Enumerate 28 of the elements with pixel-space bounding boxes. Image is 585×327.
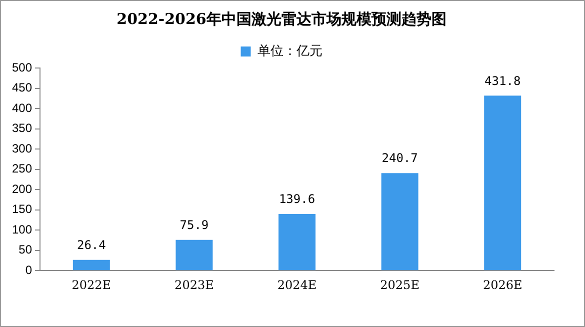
y-tick-label: 50 bbox=[18, 242, 32, 257]
x-tick-label: 2024E bbox=[277, 278, 317, 292]
data-label: 139.6 bbox=[278, 192, 316, 206]
y-tick-label: 0 bbox=[25, 262, 32, 277]
y-tick-label: 150 bbox=[12, 202, 32, 216]
data-label: 75.9 bbox=[180, 218, 209, 232]
y-tick-label: 500 bbox=[12, 60, 32, 74]
data-label: 431.8 bbox=[484, 74, 521, 88]
y-tick-label: 300 bbox=[12, 141, 32, 156]
y-tick-label: 250 bbox=[12, 162, 32, 176]
y-tick-label: 450 bbox=[12, 80, 32, 95]
legend-label: 单位：亿元 bbox=[257, 43, 322, 58]
bar bbox=[484, 96, 522, 270]
x-tick-label: 2023E bbox=[174, 278, 214, 292]
y-tick-label: 200 bbox=[12, 182, 32, 196]
y-tick-label: 400 bbox=[12, 100, 32, 115]
bar bbox=[176, 240, 213, 270]
data-label: 26.4 bbox=[76, 238, 106, 252]
bar bbox=[381, 173, 418, 270]
x-tick-label: 2025E bbox=[380, 278, 420, 292]
y-tick-label: 350 bbox=[12, 121, 32, 136]
y-tick-label: 100 bbox=[12, 222, 32, 236]
bar bbox=[278, 214, 316, 270]
bar bbox=[72, 260, 110, 270]
x-tick-label: 2026E bbox=[482, 278, 522, 292]
data-label: 240.7 bbox=[382, 151, 418, 166]
chart-title: 2022-2026年中国激光雷达市场规模预测趋势图 bbox=[116, 10, 446, 28]
x-tick-label: 2022E bbox=[72, 278, 112, 292]
